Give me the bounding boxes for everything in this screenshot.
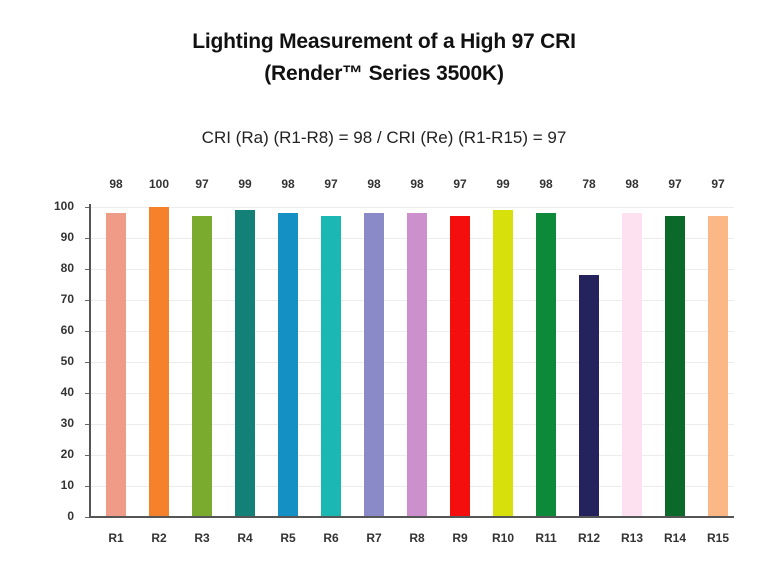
y-tick-label: 80 bbox=[60, 261, 74, 275]
bar-r15 bbox=[708, 216, 728, 517]
y-tick-label: 20 bbox=[60, 447, 74, 461]
bar-r6 bbox=[321, 216, 341, 517]
bar-r13 bbox=[622, 213, 642, 517]
value-label-r5: 98 bbox=[281, 177, 295, 191]
bar-r9 bbox=[450, 216, 470, 517]
x-tick-label-r10: R10 bbox=[491, 531, 514, 545]
y-tick-mark bbox=[85, 486, 90, 487]
x-axis-line bbox=[89, 516, 734, 518]
y-tick-label: 100 bbox=[53, 199, 74, 213]
y-tick-label: 60 bbox=[60, 323, 74, 337]
y-tick-mark bbox=[85, 455, 90, 456]
value-label-r7: 98 bbox=[367, 177, 381, 191]
y-tick-mark bbox=[85, 393, 90, 394]
x-tick-label-r12: R12 bbox=[577, 531, 600, 545]
value-label-r12: 78 bbox=[582, 177, 596, 191]
bar-r14 bbox=[665, 216, 685, 517]
value-label-r1: 98 bbox=[109, 177, 123, 191]
x-tick-label-r13: R13 bbox=[620, 531, 643, 545]
bar-r8 bbox=[407, 213, 427, 517]
y-tick-label: 90 bbox=[60, 230, 74, 244]
chart-title-line-1: Lighting Measurement of a High 97 CRI bbox=[192, 30, 576, 53]
value-label-r8: 98 bbox=[410, 177, 424, 191]
chart-subtitle: CRI (Ra) (R1-R8) = 98 / CRI (Re) (R1-R15… bbox=[201, 128, 567, 147]
y-tick-label: 0 bbox=[67, 509, 74, 523]
y-tick-mark bbox=[85, 238, 90, 239]
value-label-r4: 99 bbox=[238, 177, 252, 191]
y-tick-mark bbox=[85, 331, 90, 332]
x-tick-label-r4: R4 bbox=[237, 531, 253, 545]
bar-r4 bbox=[235, 210, 255, 517]
value-label-r6: 97 bbox=[324, 177, 338, 191]
y-tick-mark bbox=[85, 362, 90, 363]
value-label-r3: 97 bbox=[195, 177, 209, 191]
bar-r3 bbox=[192, 216, 212, 517]
x-tick-label-r6: R6 bbox=[323, 531, 339, 545]
y-tick-mark bbox=[85, 300, 90, 301]
chart-title-line-2: (Render™ Series 3500K) bbox=[264, 62, 504, 85]
y-tick-label: 10 bbox=[60, 478, 74, 492]
x-tick-label-r8: R8 bbox=[409, 531, 425, 545]
value-label-r2: 100 bbox=[148, 177, 170, 191]
x-tick-label-r11: R11 bbox=[535, 531, 557, 545]
y-tick-label: 70 bbox=[60, 292, 74, 306]
x-tick-label-r2: R2 bbox=[151, 531, 167, 545]
value-label-r13: 98 bbox=[625, 177, 639, 191]
bar-r2 bbox=[149, 207, 169, 517]
x-tick-label-r7: R7 bbox=[366, 531, 382, 545]
x-tick-label-r1: R1 bbox=[108, 531, 124, 545]
value-label-r9: 97 bbox=[453, 177, 467, 191]
bar-r1 bbox=[106, 213, 126, 517]
y-tick-label: 30 bbox=[60, 416, 74, 430]
bar-r5 bbox=[278, 213, 298, 517]
y-axis-line bbox=[89, 204, 91, 518]
x-tick-label-r5: R5 bbox=[280, 531, 296, 545]
bar-r12 bbox=[579, 275, 599, 517]
bar-r7 bbox=[364, 213, 384, 517]
value-label-r14: 97 bbox=[668, 177, 682, 191]
y-tick-label: 50 bbox=[60, 354, 74, 368]
value-label-r11: 98 bbox=[539, 177, 553, 191]
x-tick-label-r3: R3 bbox=[194, 531, 210, 545]
x-tick-label-r9: R9 bbox=[452, 531, 468, 545]
gridline bbox=[90, 207, 734, 208]
y-tick-mark bbox=[85, 269, 90, 270]
bar-r11 bbox=[536, 213, 556, 517]
bar-r10 bbox=[493, 210, 513, 517]
x-tick-label-r14: R14 bbox=[663, 531, 686, 545]
y-tick-mark bbox=[85, 207, 90, 208]
x-tick-label-r15: R15 bbox=[706, 531, 729, 545]
value-label-r15: 97 bbox=[711, 177, 725, 191]
y-tick-mark bbox=[85, 424, 90, 425]
y-tick-mark bbox=[85, 517, 90, 518]
value-label-r10: 99 bbox=[496, 177, 510, 191]
y-tick-label: 40 bbox=[60, 385, 74, 399]
